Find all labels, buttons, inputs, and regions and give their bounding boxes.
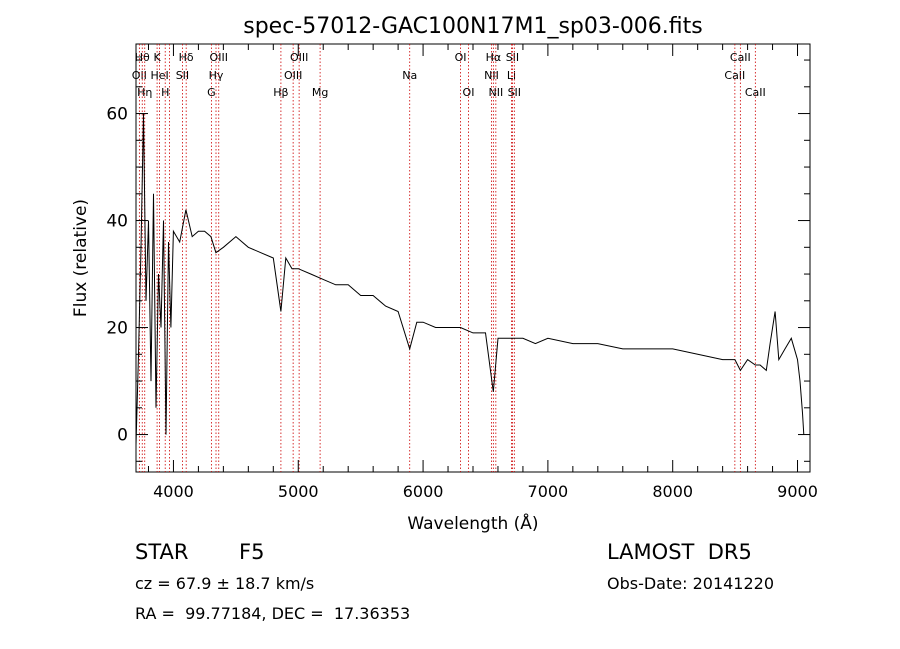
x-tick-label-3: 7000 [528, 482, 569, 501]
y-tick-label-1: 20 [106, 319, 128, 339]
sky-coordinates: RA = 99.77184, DEC = 17.36353 [135, 604, 411, 623]
line-marker-label-20: Hα [486, 51, 502, 64]
line-marker-label-7: SII [176, 69, 189, 82]
chart-title: spec-57012-GAC100N17M1_sp03-006.fits [243, 14, 703, 39]
y-tick-label-3: 60 [106, 105, 128, 125]
line-marker-label-12: Hβ [273, 86, 288, 99]
line-marker-label-8: Hδ [179, 51, 194, 64]
subclass: F5 [239, 540, 265, 564]
line-marker-label-14: OIII [290, 51, 308, 64]
survey-release: LAMOST DR5 [607, 540, 752, 564]
x-tick-label-4: 8000 [652, 482, 693, 501]
redshift-cz: cz = 67.9 ± 18.7 km/s [135, 574, 315, 593]
object-class: STAR [135, 540, 189, 564]
x-axis-label: Wavelength (Å) [407, 512, 538, 534]
axis-ticks: 4000 5000 6000 7000 8000 9000 0 20 40 60 [106, 44, 818, 501]
line-marker-label-5: H [161, 86, 169, 99]
line-marker-label-16: Na [402, 69, 417, 82]
line-marker-label-2: Hη [137, 86, 152, 99]
x-tick-label-2: 6000 [403, 482, 444, 501]
line-marker-label-3: K [153, 51, 161, 64]
line-marker-label-0: OII [132, 69, 147, 82]
line-marker-label-18: OI [463, 86, 475, 99]
line-marker-label-13: OIII [284, 69, 302, 82]
x-tick-label-1: 5000 [278, 482, 319, 501]
plot-frame [135, 43, 811, 473]
line-marker-label-25: CaII [724, 69, 745, 82]
line-marker-label-11: OIII [210, 51, 228, 64]
line-marker-label-21: NII [488, 86, 503, 99]
line-marker-label-15: Mg [312, 86, 328, 99]
y-tick-label-2: 40 [106, 212, 128, 232]
line-marker-label-23: SII [506, 51, 519, 64]
line-marker-label-22: Li [507, 69, 516, 82]
line-marker-label-24: SII [508, 86, 521, 99]
line-marker-label-1: Hθ [135, 51, 150, 64]
line-marker-label-26: CaII [730, 51, 751, 64]
y-axis-label: Flux (relative) [71, 199, 91, 317]
observation-date: Obs-Date: 20141220 [607, 574, 775, 593]
line-markers: OII Hθ Hη K HeI H SII Hδ G Hγ OIII Hβ OIII OIII Mg Na OI… [132, 44, 766, 472]
line-marker-label-17: OI [455, 51, 467, 64]
x-tick-label-0: 4000 [153, 482, 194, 501]
line-marker-label-27: CaII [745, 86, 766, 99]
x-tick-label-5: 9000 [777, 482, 818, 501]
y-tick-label-0: 0 [117, 426, 128, 446]
line-marker-label-19: NII [484, 69, 499, 82]
line-marker-label-9: G [207, 86, 216, 99]
line-marker-label-10: Hγ [209, 69, 224, 82]
spectrum-line [135, 113, 805, 446]
line-marker-label-4: HeI [150, 69, 168, 82]
